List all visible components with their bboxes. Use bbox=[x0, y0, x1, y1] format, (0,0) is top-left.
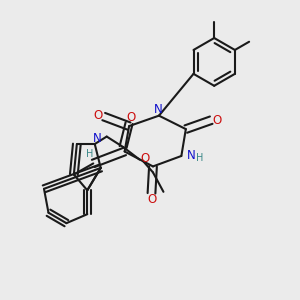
Text: O: O bbox=[213, 114, 222, 127]
Text: H: H bbox=[196, 153, 204, 164]
Text: O: O bbox=[93, 109, 102, 122]
Text: O: O bbox=[140, 152, 149, 165]
Text: N: N bbox=[93, 132, 101, 145]
Text: O: O bbox=[148, 194, 157, 206]
Text: O: O bbox=[126, 111, 135, 124]
Text: N: N bbox=[187, 148, 195, 162]
Text: N: N bbox=[154, 103, 162, 116]
Text: H: H bbox=[86, 149, 93, 159]
